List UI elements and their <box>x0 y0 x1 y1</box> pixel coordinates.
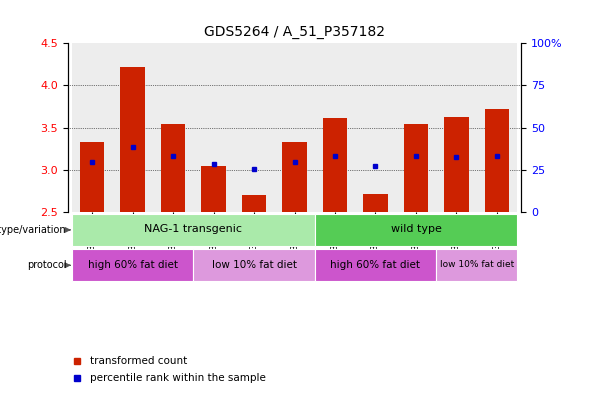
Text: NAG-1 transgenic: NAG-1 transgenic <box>144 224 242 234</box>
Text: protocol: protocol <box>27 260 67 270</box>
Bar <box>72 214 315 246</box>
Bar <box>436 43 477 212</box>
Bar <box>323 118 347 212</box>
Bar <box>193 43 234 212</box>
Bar <box>153 43 193 212</box>
Text: high 60% fat diet: high 60% fat diet <box>330 259 421 270</box>
Text: percentile rank within the sample: percentile rank within the sample <box>91 373 266 383</box>
Title: GDS5264 / A_51_P357182: GDS5264 / A_51_P357182 <box>204 26 385 39</box>
Text: low 10% fat diet: low 10% fat diet <box>211 259 296 270</box>
Bar <box>477 43 517 212</box>
Bar <box>436 249 517 281</box>
Bar <box>72 43 112 212</box>
Text: wild type: wild type <box>391 224 441 234</box>
Bar <box>363 194 388 212</box>
Bar <box>444 117 469 212</box>
Bar <box>112 43 153 212</box>
Text: transformed count: transformed count <box>91 356 188 366</box>
Bar <box>282 142 307 212</box>
Bar <box>355 43 396 212</box>
Bar <box>80 142 104 212</box>
Bar <box>193 249 315 281</box>
Bar <box>234 43 274 212</box>
Bar <box>201 166 226 212</box>
Text: high 60% fat diet: high 60% fat diet <box>88 259 177 270</box>
Bar <box>120 67 145 212</box>
Bar <box>485 109 509 212</box>
Bar <box>315 43 355 212</box>
Bar <box>315 214 517 246</box>
Text: genotype/variation: genotype/variation <box>0 225 67 235</box>
Bar <box>161 124 185 212</box>
Bar <box>274 43 315 212</box>
Bar <box>72 249 193 281</box>
Text: low 10% fat diet: low 10% fat diet <box>439 260 514 269</box>
Bar <box>242 195 266 212</box>
Bar <box>315 249 436 281</box>
Bar <box>404 124 428 212</box>
Bar <box>396 43 436 212</box>
